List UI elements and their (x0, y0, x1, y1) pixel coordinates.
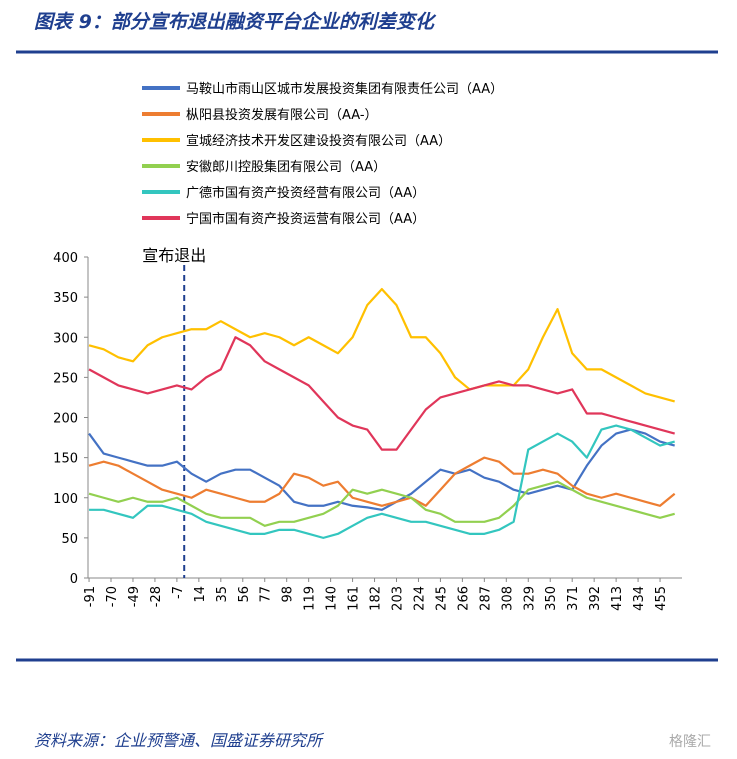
x-tick-label: 35 (215, 586, 230, 603)
legend-label: 广德市国有资产投资经营有限公司（AA） (186, 185, 425, 201)
source: 资料来源：企业预警通、国盛证券研究所 (34, 731, 325, 750)
x-tick-label: -49 (127, 586, 142, 607)
x-tick-label: 434 (632, 586, 647, 611)
y-tick-label: 250 (53, 371, 78, 386)
x-tick-label: 203 (391, 586, 406, 611)
legend-label: 宁国市国有资产投资运营有限公司（AA） (186, 211, 425, 227)
series-line (88, 480, 675, 527)
x-tick-label: 56 (237, 586, 252, 603)
title: 图表 9：部分宣布退出融资平台企业的利差变化 (34, 11, 437, 33)
x-tick-label: 245 (434, 586, 449, 611)
x-tick-label: -91 (83, 586, 98, 607)
y-tick-label: 150 (53, 452, 78, 467)
annotation: 宣布退出 (142, 246, 206, 265)
y-tick-label: 200 (53, 412, 78, 427)
x-tick-label: -7 (171, 586, 186, 599)
x-tick-label: 119 (303, 586, 318, 611)
x-tick-label: 350 (544, 586, 559, 611)
x-tick-label: 392 (588, 586, 603, 611)
x-tick-label: 308 (500, 586, 515, 611)
x-tick-label: 455 (654, 586, 669, 611)
x-tick-label: 287 (478, 586, 493, 611)
y-tick-label: 100 (53, 492, 78, 507)
x-tick-label: -70 (105, 586, 120, 607)
y-tick-label: 50 (61, 532, 78, 547)
x-tick-label: 14 (193, 586, 208, 603)
x-tick-label: 98 (281, 586, 296, 603)
x-tick-label: 77 (259, 586, 274, 603)
series-line (89, 424, 675, 539)
x-tick-label: 413 (610, 586, 625, 611)
legend-label: 枞阳县投资发展有限公司（AA-） (186, 107, 378, 123)
series-line (88, 456, 676, 507)
y-tick-label: 0 (70, 572, 78, 587)
x-tick-label: 266 (456, 586, 471, 611)
x-tick-label: 140 (325, 586, 340, 611)
x-tick-label: 161 (347, 586, 362, 611)
legend-label: 宣城经济技术开发区建设投资有限公司（AA） (186, 133, 451, 149)
legend-label: 安徽郎川控股集团有限公司（AA） (186, 159, 386, 175)
x-tick-label: 371 (566, 586, 581, 611)
x-tick-label: 329 (522, 586, 537, 611)
series-line (88, 428, 675, 511)
series-line (88, 288, 675, 403)
y-tick-label: 400 (53, 251, 78, 266)
watermark: 格隆汇 (669, 734, 711, 750)
y-tick-label: 300 (53, 331, 78, 346)
y-tick-label: 350 (53, 291, 78, 306)
series-line (88, 336, 675, 451)
legend-label: 马鞍山市雨山区城市发展投资集团有限责任公司（AA） (186, 81, 503, 97)
x-tick-label: 182 (369, 586, 384, 611)
x-tick-label: -28 (149, 586, 164, 607)
x-tick-label: 224 (412, 586, 427, 611)
